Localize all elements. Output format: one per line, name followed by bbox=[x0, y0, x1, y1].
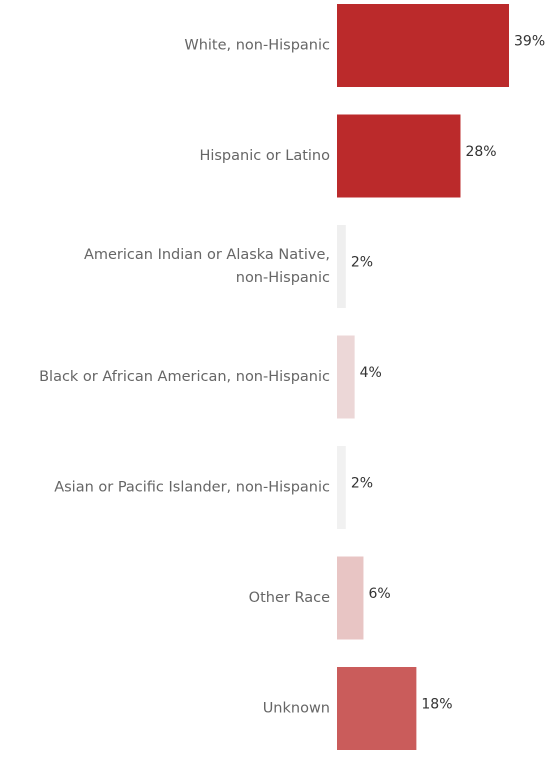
value-label-0: 39% bbox=[514, 34, 545, 50]
value-label-4: 2% bbox=[351, 476, 373, 492]
category-label-line: Hispanic or Latino bbox=[199, 148, 330, 164]
category-labels: White, non-Hispanic Hispanic or Latino Ame… bbox=[39, 38, 330, 717]
value-label-2: 2% bbox=[351, 255, 373, 271]
category-label-0: White, non-Hispanic bbox=[184, 38, 330, 54]
category-label-5: Other Race bbox=[249, 590, 330, 606]
bar-4 bbox=[337, 446, 346, 529]
category-label-4: Asian or Pacific Islander, non-Hispanic bbox=[54, 480, 330, 496]
value-label-1: 28% bbox=[465, 144, 496, 160]
category-label-line: White, non-Hispanic bbox=[184, 38, 330, 54]
bar-0 bbox=[337, 4, 509, 87]
category-label-line: Asian or Pacific Islander, non-Hispanic bbox=[54, 480, 330, 496]
category-label-2: American Indian or Alaska Native, non-His… bbox=[84, 247, 330, 286]
bars bbox=[337, 4, 509, 750]
bar-5 bbox=[337, 556, 364, 640]
bar-2 bbox=[337, 225, 346, 308]
category-label-line: non-Hispanic bbox=[236, 270, 330, 286]
value-labels: 39% 28% 2% 4% 2% 6% 18% bbox=[351, 34, 545, 713]
category-label-line: American Indian or Alaska Native, bbox=[84, 247, 330, 263]
bar-6 bbox=[337, 667, 417, 750]
value-label-5: 6% bbox=[368, 586, 390, 602]
category-label-6: Unknown bbox=[263, 701, 330, 717]
bar-1 bbox=[337, 114, 461, 198]
category-label-line: Unknown bbox=[263, 701, 330, 717]
category-label-line: Other Race bbox=[249, 590, 330, 606]
category-label-3: Black or African American, non-Hispanic bbox=[39, 369, 330, 385]
category-label-1: Hispanic or Latino bbox=[199, 148, 330, 164]
value-label-3: 4% bbox=[360, 365, 382, 381]
value-label-6: 18% bbox=[421, 697, 452, 713]
category-label-line: Black or African American, non-Hispanic bbox=[39, 369, 330, 385]
bar-3 bbox=[337, 335, 355, 419]
